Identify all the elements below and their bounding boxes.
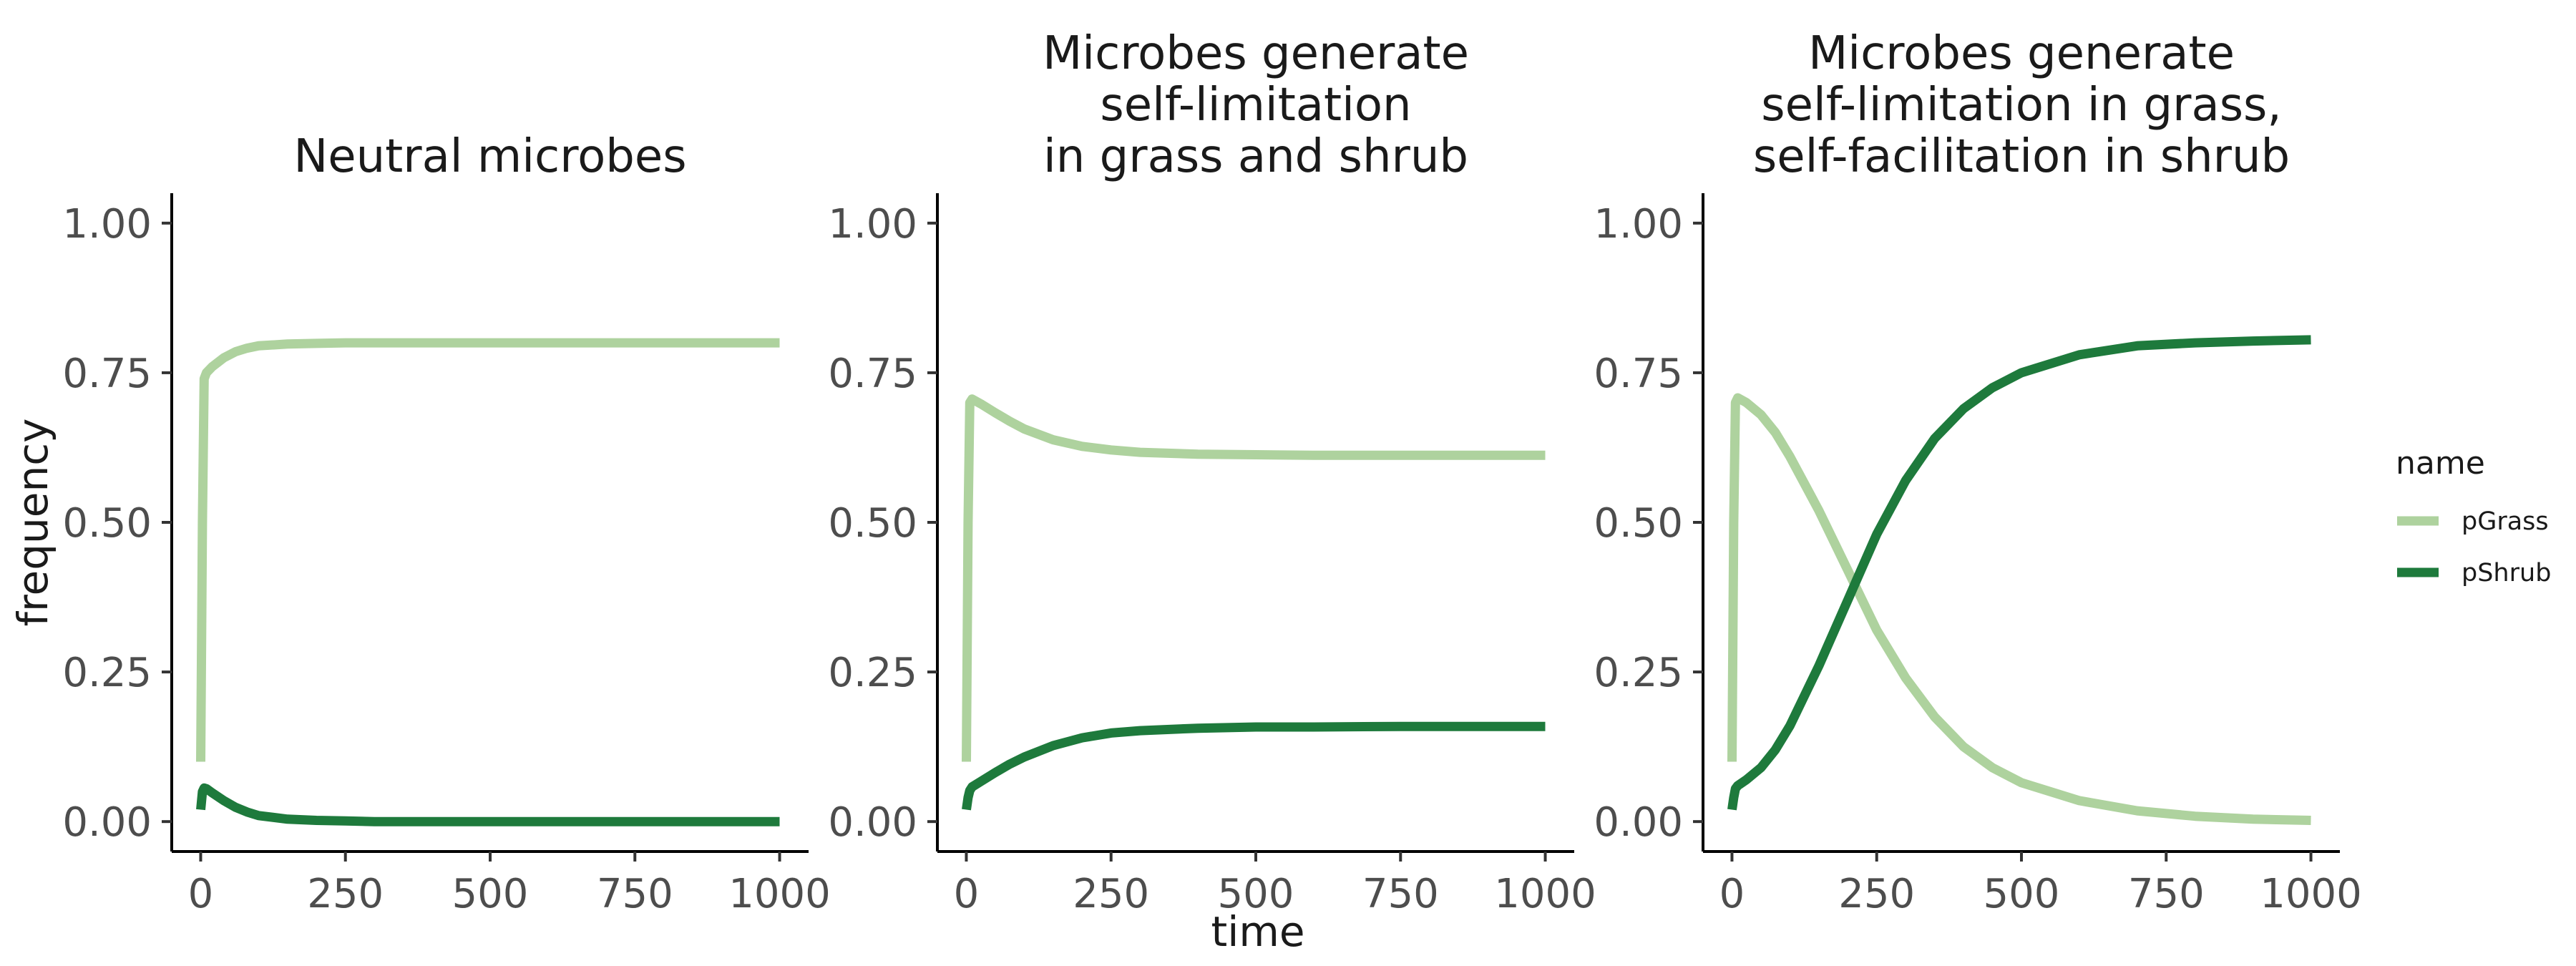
- series-line-pgrass: [1727, 393, 2311, 825]
- y-tick-label: 0.50: [1594, 500, 1683, 547]
- y-axis-title: frequency: [9, 419, 57, 627]
- x-tick-label: 750: [2128, 871, 2205, 917]
- y-tick-label: 0.25: [62, 650, 152, 696]
- x-tick-label: 750: [597, 871, 673, 917]
- y-tick-label: 1.00: [62, 201, 152, 248]
- series-line-pgrass: [962, 394, 1546, 762]
- y-tick-label: 0.25: [828, 650, 917, 696]
- y-tick-label: 0.75: [62, 351, 152, 397]
- panel-title-line: in grass and shrub: [1043, 130, 1468, 183]
- x-tick-label: 1000: [1494, 871, 1596, 917]
- y-tick-label: 0.00: [1594, 799, 1683, 846]
- legend-title: name: [2396, 445, 2485, 482]
- x-tick-label: 750: [1362, 871, 1439, 917]
- x-tick-label: 500: [1984, 871, 2060, 917]
- series-line-pgrass: [196, 338, 780, 762]
- y-tick-label: 0.50: [62, 500, 152, 547]
- y-tick-label: 1.00: [828, 201, 917, 248]
- y-tick-label: 0.50: [828, 500, 917, 547]
- x-tick-label: 0: [188, 871, 214, 917]
- x-tick-label: 0: [954, 871, 980, 917]
- y-tick-label: 0.00: [62, 799, 152, 846]
- panel-title-line: Neutral microbes: [293, 130, 686, 183]
- panel-title-line: Microbes generate: [1043, 27, 1469, 80]
- x-tick-label: 250: [307, 871, 384, 917]
- y-tick-label: 0.75: [1594, 351, 1683, 397]
- series-line-pshrub: [962, 721, 1546, 811]
- x-axis-title: time: [1211, 907, 1304, 956]
- y-tick-label: 0.00: [828, 799, 917, 846]
- panel-title-line: Microbes generate: [1808, 27, 2235, 80]
- x-tick-label: 0: [1719, 871, 1745, 917]
- series-line-pshrub: [196, 783, 780, 826]
- legend: name pGrass pShrub: [2396, 445, 2551, 587]
- y-tick-label: 1.00: [1594, 201, 1683, 248]
- chart-panels: Neutral microbes 0.00 0.25 0.50 0.75 1.00 0 250…: [62, 27, 2361, 917]
- panel-title-line: self-facilitation in shrub: [1753, 130, 2290, 183]
- y-tick-label: 0.25: [1594, 650, 1683, 696]
- panel-title-line: self-limitation in grass,: [1761, 79, 2281, 132]
- y-tick-label: 0.75: [828, 351, 917, 397]
- chart-panel-1: Neutral microbes 0.00 0.25 0.50 0.75 1.00 0 250…: [62, 130, 830, 917]
- legend-label-pshrub: pShrub: [2462, 559, 2551, 587]
- x-tick-label: 1000: [2260, 871, 2362, 917]
- legend-label-pgrass: pGrass: [2462, 507, 2549, 536]
- x-tick-label: 1000: [728, 871, 831, 917]
- series-line-pshrub: [1727, 335, 2311, 811]
- x-tick-label: 250: [1838, 871, 1915, 917]
- x-tick-label: 500: [452, 871, 529, 917]
- x-tick-label: 500: [1218, 871, 1294, 917]
- panel-title-line: self-limitation: [1100, 79, 1411, 132]
- x-tick-label: 250: [1073, 871, 1149, 917]
